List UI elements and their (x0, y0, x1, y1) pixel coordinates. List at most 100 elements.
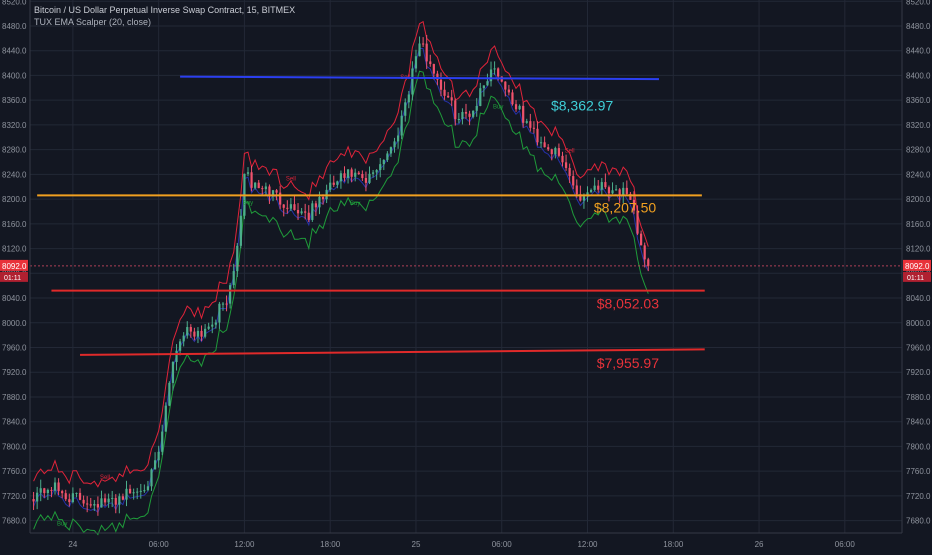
y-tick-label-right: 7920.0 (906, 368, 931, 377)
level-label: $8,207.50 (594, 199, 656, 215)
y-tick-label-left: 8200.0 (2, 195, 27, 204)
candle-body (161, 431, 164, 452)
candle-body (225, 303, 228, 305)
candle-body (422, 43, 425, 45)
candle-body (547, 147, 550, 150)
candle-body (454, 100, 457, 120)
candle-body (336, 181, 339, 185)
x-tick-label: 26 (755, 540, 764, 549)
y-tick-label-left: 8320.0 (2, 121, 27, 130)
candle-body (439, 79, 443, 90)
candle-body (486, 81, 489, 86)
candle-body (289, 204, 292, 209)
level-line (80, 348, 705, 356)
candle-body (86, 503, 89, 505)
candle-body (211, 324, 214, 327)
candle-body (182, 335, 185, 342)
candle-body (304, 211, 307, 213)
y-tick-label-right: 8360.0 (906, 96, 931, 105)
candlestick-series: BuySellBuySellBuySellBuySell (32, 34, 650, 527)
x-tick-label: 06:00 (492, 540, 513, 549)
candle-body (589, 189, 593, 193)
candle-body (468, 113, 471, 117)
countdown-tag-left (0, 271, 28, 282)
y-tick-label-left: 8240.0 (2, 170, 27, 179)
candle-body (282, 204, 285, 208)
y-tick-label-right: 8000.0 (906, 319, 931, 328)
candle-body (103, 498, 107, 503)
candle-body (107, 498, 110, 503)
candle-body (264, 186, 267, 190)
candle-body (532, 127, 536, 129)
y-tick-label-right: 8320.0 (906, 121, 931, 130)
candle-body (64, 493, 67, 500)
ema-lower-line (33, 70, 649, 536)
candle-body (575, 185, 578, 195)
y-tick-label-left: 8400.0 (2, 71, 27, 80)
countdown-value-right: 01:11 (907, 275, 924, 282)
y-tick-label-right: 8520.0 (906, 0, 931, 6)
candle-body (632, 199, 636, 211)
candle-body (536, 128, 539, 143)
y-tick-label-left: 8360.0 (2, 96, 27, 105)
candle-body (375, 170, 378, 173)
y-tick-label-right: 7680.0 (906, 517, 931, 526)
candle-body (636, 210, 639, 234)
candle-body (350, 169, 353, 177)
y-tick-label-left: 8040.0 (2, 294, 27, 303)
candle-body (168, 382, 171, 406)
y-tick-label-right: 8120.0 (906, 245, 931, 254)
candle-body (557, 148, 561, 156)
candle-body (382, 159, 385, 165)
candle-body (407, 94, 410, 103)
y-tick-label-left: 8280.0 (2, 146, 27, 155)
y-tick-label-right: 8200.0 (906, 195, 931, 204)
candle-body (164, 405, 167, 432)
candle-body (132, 492, 135, 494)
candle-body (175, 350, 178, 362)
y-tick-label-right: 8440.0 (906, 47, 931, 56)
y-tick-label-right: 7880.0 (906, 393, 931, 402)
current-price-tag-right (903, 259, 931, 271)
candle-body (296, 210, 300, 214)
candle-body (46, 489, 49, 494)
buy-signal-label: Buy (493, 105, 503, 111)
candle-body (514, 104, 518, 110)
candle-body (329, 182, 332, 190)
candle-body (493, 68, 496, 70)
candle-body (204, 328, 207, 337)
candle-body (343, 173, 346, 178)
candle-body (379, 164, 382, 171)
candle-body (386, 153, 389, 160)
candle-body (368, 173, 371, 183)
y-tick-label-right: 8400.0 (906, 71, 931, 80)
countdown-value-left: 01:11 (4, 275, 21, 282)
y-tick-label-left: 8440.0 (2, 47, 27, 56)
candle-body (221, 303, 225, 305)
candle-body (189, 327, 192, 332)
buy-signal-label: Buy (57, 521, 67, 527)
candle-body (579, 194, 582, 201)
candle-body (125, 488, 128, 500)
level-label: $7,955.97 (597, 355, 659, 371)
candle-body (114, 497, 117, 505)
candle-body (214, 322, 217, 325)
candle-body (307, 212, 310, 220)
candle-body (418, 43, 421, 57)
candle-body (525, 121, 528, 123)
candle-body (582, 196, 586, 201)
candle-body (229, 285, 232, 304)
y-tick-label-left: 7920.0 (2, 368, 27, 377)
candle-body (389, 147, 393, 154)
candle-body (207, 326, 210, 329)
current-price-value-right: 8092.0 (905, 262, 930, 271)
candle-body (450, 97, 453, 101)
candle-body (607, 187, 611, 194)
candle-body (171, 361, 175, 383)
candle-body (436, 73, 439, 80)
candle-body (50, 489, 53, 491)
candle-body (489, 69, 493, 82)
candle-body (136, 491, 139, 493)
